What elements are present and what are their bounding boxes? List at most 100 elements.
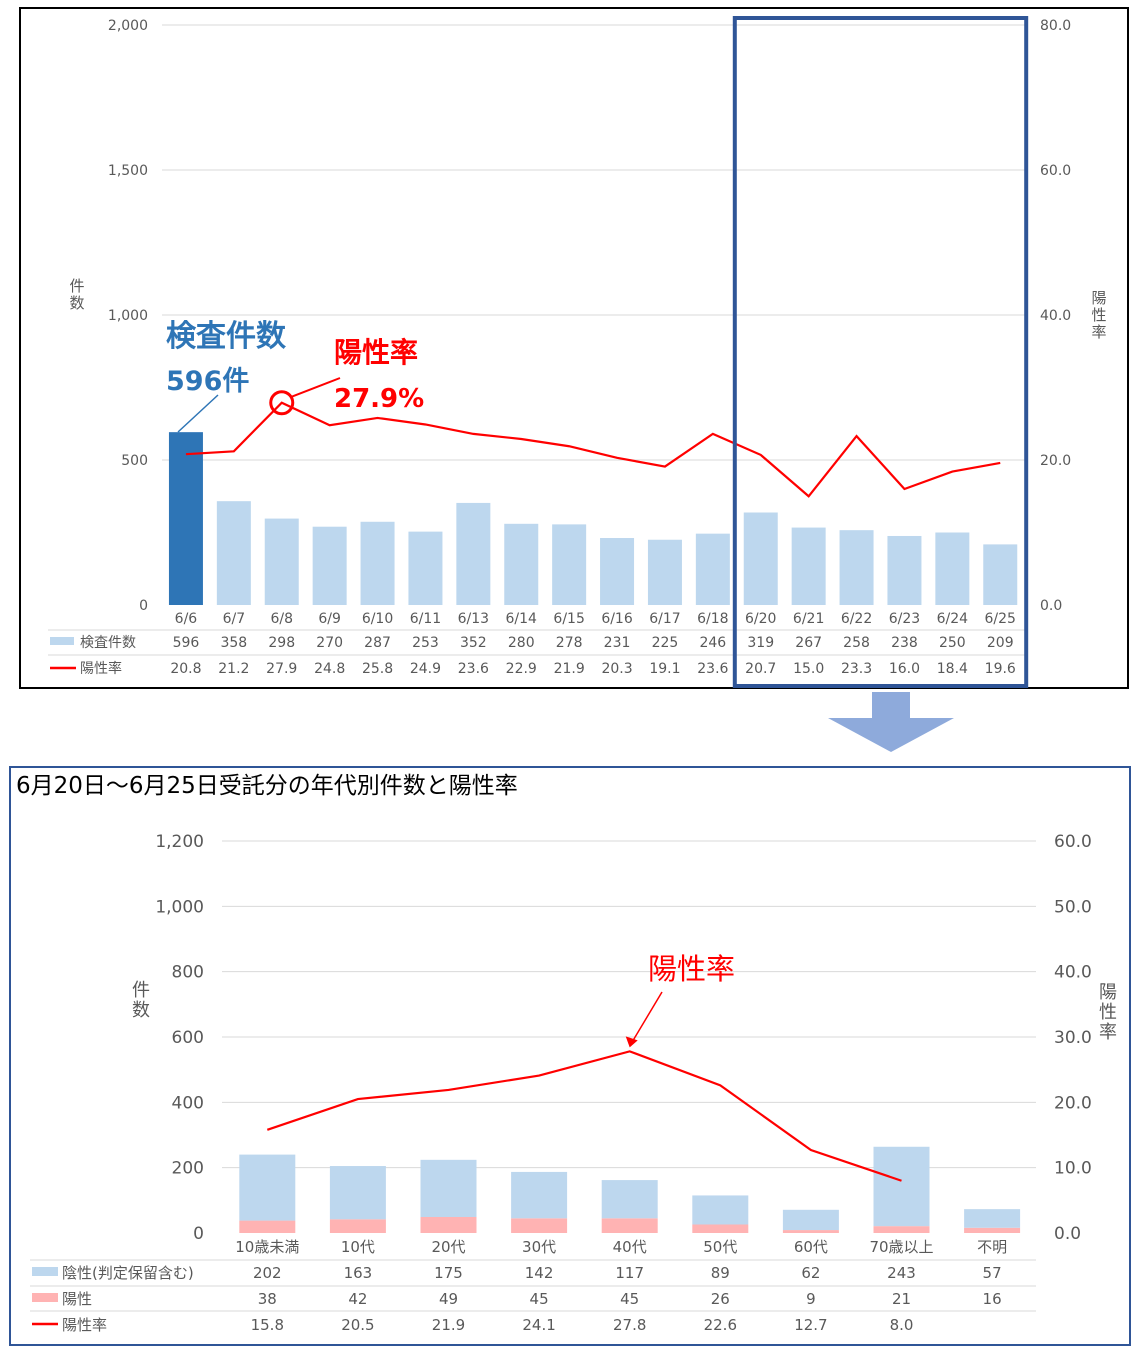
bar <box>216 501 251 605</box>
table-cell: 352 <box>460 635 487 651</box>
right-axis-title: 率 <box>1099 1022 1117 1043</box>
bar-negative <box>782 1209 839 1231</box>
table-cell: 202 <box>253 1264 282 1282</box>
x-tick-label: 70歳以上 <box>869 1238 933 1256</box>
bar-negative <box>873 1146 930 1227</box>
table-cell: 19.6 <box>985 661 1016 677</box>
bar-negative <box>329 1166 386 1220</box>
table-cell: 26 <box>711 1290 730 1308</box>
table-cell: 45 <box>620 1290 639 1308</box>
table-cell: 231 <box>604 635 631 651</box>
left-tick-label: 500 <box>121 453 148 469</box>
annotation-count-value: 596件 <box>166 366 249 397</box>
table-cell: 117 <box>615 1264 644 1282</box>
bar <box>839 530 874 605</box>
right-tick-label: 0.0 <box>1054 1224 1081 1244</box>
legend-swatch-negative <box>32 1267 58 1276</box>
table-cell: 24.9 <box>410 661 441 677</box>
table-cell: 24.8 <box>314 661 345 677</box>
table-cell: 278 <box>556 635 583 651</box>
table-cell: 21.9 <box>432 1316 465 1334</box>
table-cell: 20.7 <box>745 661 776 677</box>
left-tick-label: 600 <box>172 1028 204 1048</box>
bottom-chart: 0 200 400 600 800 1,000 1,200 0.0 10.0 20.0 30.0 40… <box>30 832 1117 1334</box>
table-cell: 49 <box>439 1290 458 1308</box>
right-tick-label: 30.0 <box>1054 1028 1092 1048</box>
right-tick-label: 0.0 <box>1040 598 1062 614</box>
table-cell: 298 <box>268 635 295 651</box>
bar <box>168 432 203 605</box>
annotation-rate-value: 27.9% <box>334 384 424 414</box>
legend-swatch-count <box>50 637 74 645</box>
bar-negative <box>964 1209 1021 1228</box>
left-tick-label: 1,000 <box>108 308 148 324</box>
table-row-label: 陽性 <box>62 1290 92 1308</box>
bar-negative <box>420 1159 477 1217</box>
left-axis-title: 数 <box>132 1000 150 1021</box>
table-cell: 16 <box>983 1290 1002 1308</box>
annotation-rate-leader <box>633 991 663 1040</box>
line-series <box>266 1050 902 1182</box>
x-tick-label: 6/24 <box>937 611 969 627</box>
annotation-rate-title: 陽性率 <box>648 952 735 986</box>
bar <box>695 533 730 605</box>
table-row-label: 陽性率 <box>62 1316 107 1334</box>
left-tick-label: 800 <box>172 963 204 983</box>
line-series <box>185 401 1001 498</box>
table-cell: 23.3 <box>841 661 872 677</box>
table-row-label: 検査件数 <box>80 635 136 651</box>
x-tick-label: 50代 <box>703 1238 737 1256</box>
table-cell: 15.0 <box>793 661 824 677</box>
table-cell: 22.6 <box>704 1316 737 1334</box>
table-cell: 15.8 <box>251 1316 284 1334</box>
table-cell: 27.9 <box>266 661 297 677</box>
table-cell: 596 <box>173 635 200 651</box>
left-tick-label: 0 <box>193 1224 204 1244</box>
table-cell: 45 <box>530 1290 549 1308</box>
table-cell: 89 <box>711 1264 730 1282</box>
legend-swatch-positive <box>32 1293 58 1302</box>
right-tick-label: 20.0 <box>1054 1093 1092 1113</box>
right-tick-label: 60.0 <box>1040 163 1071 179</box>
table-cell: 319 <box>747 635 774 651</box>
table-cell: 243 <box>887 1264 916 1282</box>
x-tick-label: 10歳未満 <box>235 1238 299 1256</box>
bar-negative <box>692 1195 749 1225</box>
annotation-rate-leader <box>291 377 341 398</box>
bar-positive <box>239 1220 296 1233</box>
x-tick-label: 6/23 <box>889 611 920 627</box>
down-arrow-icon <box>828 692 954 752</box>
x-tick-label: 6/21 <box>793 611 824 627</box>
bar <box>456 502 491 605</box>
x-tick-label: 6/16 <box>601 611 633 627</box>
right-tick-label: 50.0 <box>1054 897 1092 917</box>
x-tick-label: 30代 <box>522 1238 556 1256</box>
bar <box>983 544 1018 605</box>
bottom-chart-title: 6月20日～6月25日受託分の年代別件数と陽性率 <box>16 773 518 799</box>
bar-positive <box>873 1226 930 1233</box>
x-tick-label: 6/15 <box>553 611 584 627</box>
left-tick-label: 0 <box>139 598 148 614</box>
table-cell: 12.7 <box>794 1316 827 1334</box>
right-axis-title: 性 <box>1091 306 1106 324</box>
x-tick-label: 40代 <box>613 1238 647 1256</box>
table-cell: 8.0 <box>890 1316 914 1334</box>
bar-positive <box>964 1227 1021 1233</box>
bar-negative <box>601 1180 658 1219</box>
left-tick-label: 1,000 <box>155 897 204 917</box>
x-tick-label: 6/11 <box>410 611 441 627</box>
x-tick-label: 不明 <box>977 1238 1007 1256</box>
bar-negative <box>239 1154 296 1221</box>
bar <box>504 523 539 605</box>
left-tick-label: 1,500 <box>108 163 148 179</box>
x-tick-label: 6/6 <box>175 611 198 627</box>
table-cell: 25.8 <box>362 661 393 677</box>
annotation-rate-title: 陽性率 <box>334 336 418 369</box>
table-cell: 253 <box>412 635 439 651</box>
left-axis-title: 件 <box>69 277 84 295</box>
table-cell: 287 <box>364 635 391 651</box>
x-tick-label: 6/25 <box>985 611 1016 627</box>
table-cell: 24.1 <box>522 1316 555 1334</box>
bar <box>935 532 970 605</box>
bar <box>743 512 778 605</box>
